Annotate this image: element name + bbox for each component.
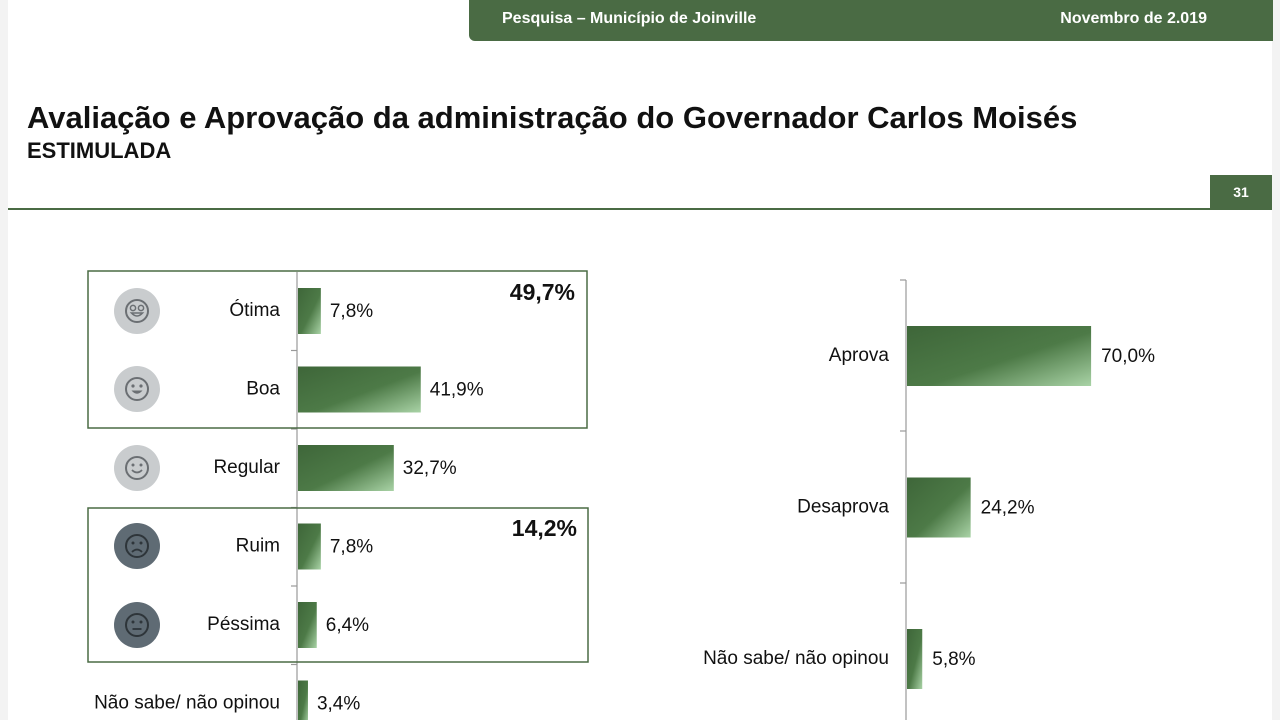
evaluation-value-label: 41,9%	[430, 380, 484, 401]
header-rule	[8, 208, 1272, 210]
survey-title: Pesquisa – Município de Joinville	[502, 10, 757, 27]
evaluation-bar	[298, 445, 394, 491]
survey-date: Novembro de 2.019	[1060, 10, 1207, 27]
approval-bar	[907, 326, 1092, 386]
approval-category-label: Desaprova	[797, 497, 889, 518]
evaluation-category-label: Ótima	[229, 299, 280, 321]
evaluation-category-label: Regular	[213, 457, 280, 478]
header-bar: Pesquisa – Município de Joinville Novemb…	[469, 0, 1273, 41]
evaluation-category-label: Não sabe/ não opinou	[94, 693, 280, 714]
approval-value-label: 5,8%	[932, 649, 975, 670]
evaluation-category-label: Ruim	[236, 536, 280, 557]
sad-face-icon	[114, 523, 160, 569]
happy-face-icon	[114, 366, 160, 412]
evaluation-bar	[298, 523, 321, 570]
neutral-face-icon	[114, 602, 160, 648]
evaluation-value-label: 7,8%	[330, 537, 373, 558]
evaluation-category-label: Péssima	[207, 614, 280, 635]
page-title: Avaliação e Aprovação da administração d…	[27, 100, 1078, 135]
evaluation-value-label: 3,4%	[317, 694, 360, 715]
smile-face-icon	[114, 445, 160, 491]
negative-group-total: 14,2%	[512, 515, 577, 541]
approval-value-label: 70,0%	[1101, 346, 1155, 367]
page-subtitle: ESTIMULADA	[27, 138, 172, 163]
evaluation-value-label: 7,8%	[330, 301, 373, 322]
evaluation-bar	[298, 366, 421, 413]
approval-bar	[907, 629, 923, 689]
evaluation-bar	[298, 602, 317, 648]
page-number: 31	[1210, 175, 1272, 209]
evaluation-bar	[298, 288, 321, 334]
evaluation-bar	[298, 680, 308, 720]
negative-group-box	[87, 507, 589, 663]
approval-value-label: 24,2%	[981, 498, 1035, 519]
positive-group-total: 49,7%	[510, 279, 575, 305]
evaluation-value-label: 32,7%	[403, 458, 457, 479]
approval-category-label: Não sabe/ não opinou	[703, 648, 889, 669]
very-happy-face-icon	[114, 288, 160, 334]
approval-category-label: Aprova	[829, 345, 890, 366]
positive-group-box	[87, 270, 588, 429]
approval-bar	[907, 477, 971, 538]
evaluation-category-label: Boa	[246, 379, 280, 400]
evaluation-value-label: 6,4%	[326, 615, 369, 636]
